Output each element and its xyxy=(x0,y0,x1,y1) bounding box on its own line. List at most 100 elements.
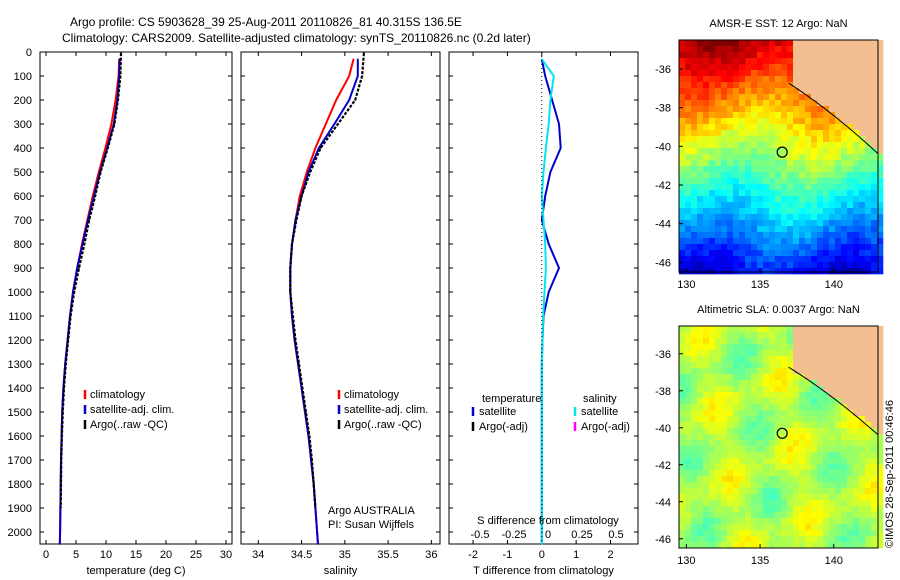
field-cell xyxy=(697,416,704,423)
land-cell xyxy=(847,58,854,65)
field-cell xyxy=(781,344,788,351)
field-cell xyxy=(721,416,728,423)
land-cell xyxy=(841,76,848,83)
field-cell xyxy=(871,530,878,537)
field-cell xyxy=(697,434,704,441)
field-cell xyxy=(715,380,722,387)
land-cell xyxy=(877,362,884,369)
field-cell xyxy=(763,262,770,269)
field-cell xyxy=(865,256,872,263)
field-cell xyxy=(787,380,794,387)
field-cell xyxy=(811,220,818,227)
field-cell xyxy=(691,52,698,59)
land-cell xyxy=(847,386,854,393)
field-cell xyxy=(841,166,848,173)
field-cell xyxy=(853,536,860,543)
field-cell xyxy=(745,262,752,269)
land-cell xyxy=(871,76,878,83)
field-cell xyxy=(787,542,794,549)
field-cell xyxy=(859,244,866,251)
field-cell xyxy=(739,214,746,221)
field-cell xyxy=(733,112,740,119)
field-cell xyxy=(811,476,818,483)
field-cell xyxy=(781,142,788,149)
field-cell xyxy=(859,440,866,447)
field-cell xyxy=(727,530,734,537)
field-cell xyxy=(805,148,812,155)
field-cell xyxy=(853,142,860,149)
field-cell xyxy=(853,226,860,233)
land-cell xyxy=(877,392,884,399)
legend-title-salinity: salinity xyxy=(583,393,617,405)
land-cell xyxy=(829,326,836,333)
field-cell xyxy=(727,518,734,525)
field-cell xyxy=(727,232,734,239)
field-cell xyxy=(757,440,764,447)
land-cell xyxy=(877,130,884,137)
field-cell xyxy=(805,166,812,173)
field-cell xyxy=(715,542,722,549)
data-point xyxy=(318,147,320,149)
field-cell xyxy=(715,452,722,459)
field-cell xyxy=(715,106,722,113)
field-cell xyxy=(679,458,686,465)
field-cell xyxy=(787,482,794,489)
data-point xyxy=(60,459,63,461)
field-cell xyxy=(817,238,824,245)
annotation-text: Argo AUSTRALIA xyxy=(328,505,415,517)
land-cell xyxy=(835,46,842,53)
legend-label: climatology xyxy=(344,389,400,401)
data-point xyxy=(94,195,96,197)
field-cell xyxy=(799,160,806,167)
field-cell xyxy=(865,512,872,519)
field-cell xyxy=(685,482,692,489)
field-cell xyxy=(781,518,788,525)
field-cell xyxy=(799,154,806,161)
field-cell xyxy=(793,518,800,525)
land-cell xyxy=(829,64,836,71)
field-cell xyxy=(679,76,686,83)
field-cell xyxy=(769,350,776,357)
field-cell xyxy=(721,130,728,137)
land-cell xyxy=(841,88,848,95)
field-cell xyxy=(775,416,782,423)
land-cell xyxy=(823,386,830,393)
field-cell xyxy=(829,172,836,179)
field-cell xyxy=(835,536,842,543)
field-cell xyxy=(781,256,788,263)
field-cell xyxy=(709,118,716,125)
land-cell xyxy=(877,368,884,375)
field-cell xyxy=(871,190,878,197)
land-cell xyxy=(811,64,818,71)
field-cell xyxy=(793,106,800,113)
field-cell xyxy=(757,524,764,531)
field-cell xyxy=(685,398,692,405)
series-line-climatology xyxy=(58,59,121,545)
field-cell xyxy=(709,356,716,363)
field-cell xyxy=(757,344,764,351)
field-cell xyxy=(763,398,770,405)
field-cell xyxy=(775,392,782,399)
field-cell xyxy=(763,46,770,53)
land-cell xyxy=(805,40,812,47)
field-cell xyxy=(691,500,698,507)
field-cell xyxy=(757,470,764,477)
field-cell xyxy=(817,458,824,465)
field-cell xyxy=(757,154,764,161)
field-cell xyxy=(751,488,758,495)
field-cell xyxy=(841,190,848,197)
field-cell xyxy=(745,52,752,59)
field-cell xyxy=(841,256,848,263)
field-cell xyxy=(727,100,734,107)
field-cell xyxy=(865,160,872,167)
land-cell xyxy=(859,326,866,333)
field-cell xyxy=(679,118,686,125)
field-cell xyxy=(757,40,764,47)
field-cell xyxy=(733,344,740,351)
field-cell xyxy=(787,524,794,531)
land-cell xyxy=(817,356,824,363)
field-cell xyxy=(751,106,758,113)
land-cell xyxy=(847,76,854,83)
field-cell xyxy=(691,482,698,489)
